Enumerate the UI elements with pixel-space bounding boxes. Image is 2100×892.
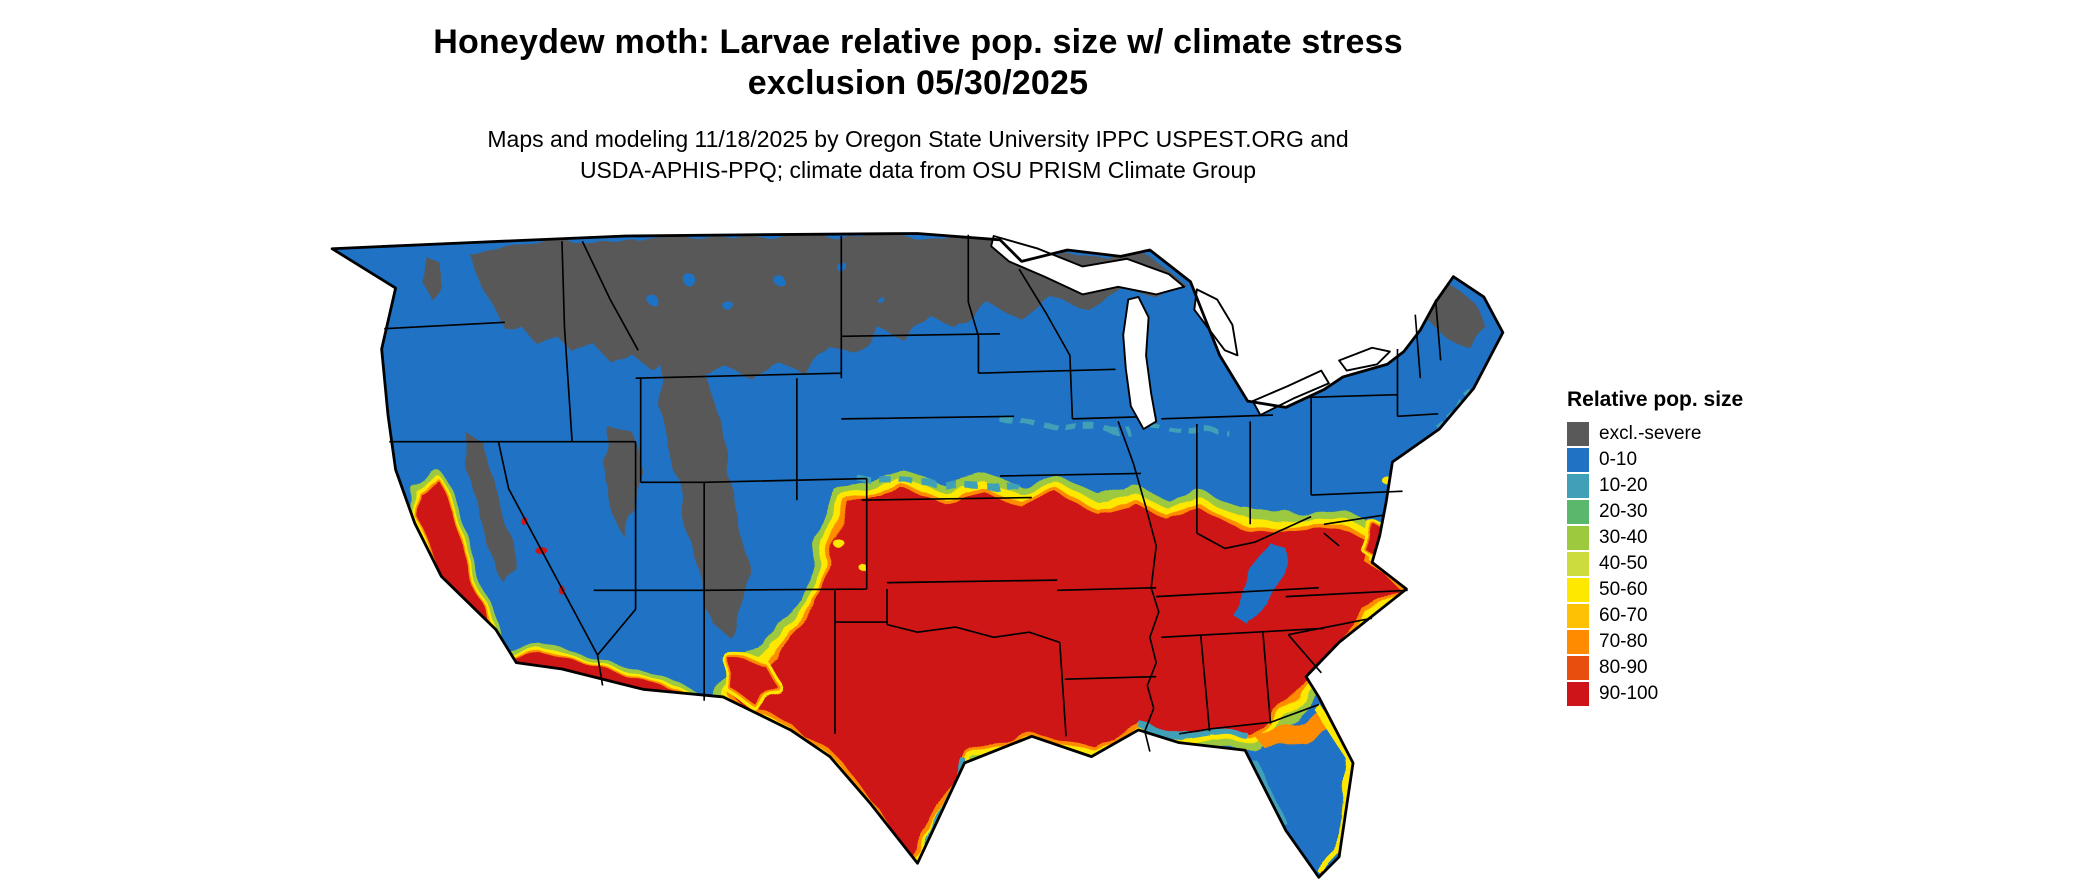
legend-label-80-90: 80-90: [1599, 657, 1648, 678]
florida-north-orange-band: [1252, 708, 1334, 750]
legend-swatch-10-20: [1567, 474, 1589, 498]
legend-label-30-40: 30-40: [1599, 527, 1648, 548]
legend-row-60-70: 60-70: [1567, 603, 1743, 629]
florida-east-yellow-fringe: [1313, 703, 1354, 877]
legend-row-10-20: 10-20: [1567, 473, 1743, 499]
appalachian-blue-band: [1232, 543, 1289, 625]
legend-row-30-40: 30-40: [1567, 525, 1743, 551]
legend-label-90-100: 90-100: [1599, 683, 1659, 704]
legend-swatch-excl-severe: [1567, 422, 1589, 446]
us-map-figure: [308, 228, 1527, 884]
blue-speckles: [645, 261, 884, 310]
legend-swatch-60-70: [1567, 604, 1589, 628]
population-raster-layers: [417, 234, 1487, 878]
legend-row-40-50: 40-50: [1567, 551, 1743, 577]
legend-row-70-80: 70-80: [1567, 629, 1743, 655]
legend-label-20-30: 20-30: [1599, 501, 1648, 522]
sierra-gray: [462, 429, 517, 583]
legend-row-50-60: 50-60: [1567, 577, 1743, 603]
utah-gray: [602, 429, 644, 534]
map-legend: Relative pop. size excl.-severe 0-10 10-…: [1567, 388, 1743, 707]
legend-label-0-10: 0-10: [1599, 449, 1638, 470]
legend-row-20-30: 20-30: [1567, 499, 1743, 525]
legend-label-40-50: 40-50: [1599, 553, 1648, 574]
map-header: Honeydew moth: Larvae relative pop. size…: [308, 22, 1528, 186]
us-map-svg: [330, 232, 1505, 879]
legend-row-90-100: 90-100: [1567, 681, 1743, 707]
legend-swatch-40-50: [1567, 552, 1589, 576]
legend-swatch-0-10: [1567, 448, 1589, 472]
legend-swatch-80-90: [1567, 656, 1589, 680]
legend-swatch-30-40: [1567, 526, 1589, 550]
legend-title: Relative pop. size: [1567, 388, 1744, 411]
legend-row-0-10: 0-10: [1567, 447, 1743, 473]
legend-label-50-60: 50-60: [1599, 579, 1648, 600]
legend-swatch-90-100: [1567, 682, 1589, 706]
map-subtitle: Maps and modeling 11/18/2025 by Oregon S…: [308, 124, 1528, 186]
lake-michigan: [1122, 296, 1158, 430]
lake-superior: [990, 235, 1186, 296]
page-title-line-1: Honeydew moth: Larvae relative pop. size…: [433, 23, 1403, 61]
lake-huron: [1193, 288, 1239, 357]
northern-tier-gray: [466, 234, 1185, 380]
legend-row-excl-severe: excl.-severe: [1567, 421, 1743, 447]
subtitle-line-2: USDA-APHIS-PPQ; climate data from OSU PR…: [579, 157, 1257, 183]
great-lakes: [990, 235, 1391, 430]
legend-label-10-20: 10-20: [1599, 475, 1648, 496]
excluded-severe-regions: [423, 234, 1487, 638]
lake-ontario: [1338, 346, 1391, 372]
legend-label-60-70: 60-70: [1599, 605, 1648, 626]
cascades-gray: [423, 256, 444, 303]
subtitle-line-1: Maps and modeling 11/18/2025 by Oregon S…: [487, 126, 1349, 152]
legend-swatch-20-30: [1567, 500, 1589, 524]
legend-row-80-90: 80-90: [1567, 655, 1743, 681]
legend-label-excl-severe: excl.-severe: [1599, 423, 1702, 444]
florida-west-teal-fringe: [1251, 760, 1288, 827]
legend-swatch-50-60: [1567, 578, 1589, 602]
page-title-line-2: exclusion 05/30/2025: [747, 64, 1089, 102]
legend-label-70-80: 70-80: [1599, 631, 1648, 652]
legend-swatch-70-80: [1567, 630, 1589, 654]
state-borders: [384, 234, 1442, 752]
